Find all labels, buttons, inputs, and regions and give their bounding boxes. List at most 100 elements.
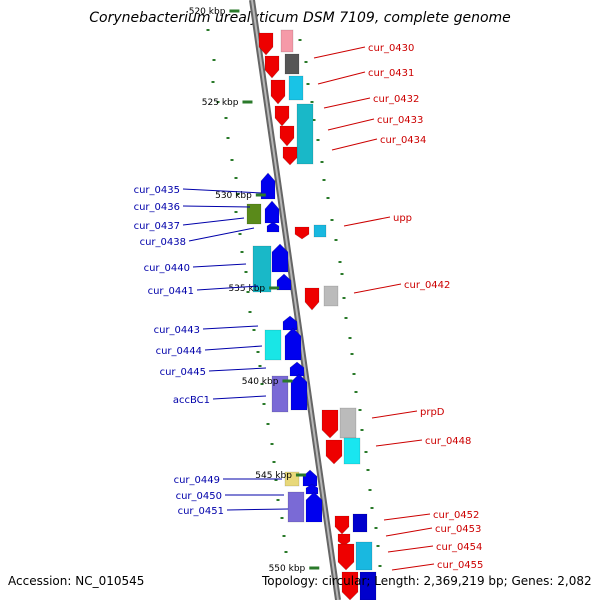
- map-title: Corynebacterium urealyticum DSM 7109, co…: [89, 10, 511, 26]
- gene-arrow-reverse: [264, 55, 280, 79]
- gc-dot: [340, 273, 344, 275]
- gene-label-text: cur_0441: [148, 286, 194, 297]
- gene-label-reverse: cur_0432: [323, 94, 419, 109]
- gene-arrow-reverse: [321, 409, 339, 439]
- gene-label-forward: cur_0436: [134, 202, 251, 213]
- gene-box-cyan: [313, 224, 327, 238]
- kbp-tick: 530 kbp: [215, 191, 266, 201]
- gene-label-reverse: cur_0448: [375, 436, 471, 447]
- gc-dot: [282, 535, 286, 537]
- gene-label-forward: cur_0438: [140, 227, 255, 248]
- gc-dot: [256, 351, 260, 353]
- gene-arrow-reverse: [294, 226, 310, 240]
- gene-box-gray: [284, 53, 300, 75]
- gene-label-text: cur_0448: [425, 436, 471, 447]
- gene-box-gray: [323, 285, 339, 307]
- gc-dot: [322, 179, 326, 181]
- kbp-tick: 535 kbp: [228, 284, 280, 294]
- kbp-tick: 550 kbp: [269, 564, 320, 574]
- gene-arrow-forward: [260, 172, 276, 200]
- gc-dot: [262, 403, 266, 405]
- gene-label-text: cur_0438: [140, 237, 186, 248]
- kbp-tick-label: 535 kbp: [228, 284, 265, 294]
- gene-arrow-forward: [284, 327, 302, 361]
- gc-dot: [206, 29, 210, 31]
- gc-dot: [224, 117, 228, 119]
- gene-label-forward: accBC1: [173, 395, 267, 406]
- gene-label-text: cur_0443: [154, 325, 200, 336]
- gc-dot: [246, 291, 250, 293]
- gene-label-forward: cur_0435: [134, 185, 263, 196]
- gene-label-text: accBC1: [173, 395, 210, 406]
- gc-dots: [206, 29, 382, 567]
- gc-dot: [368, 489, 372, 491]
- gene-label-text: cur_0442: [404, 280, 450, 291]
- gc-dot: [272, 461, 276, 463]
- gc-dot: [352, 373, 356, 375]
- topology-summary: Topology: circular; Length: 2,369,219 bp…: [262, 574, 592, 588]
- gc-dot: [348, 337, 352, 339]
- gene-label-forward: cur_0440: [144, 263, 247, 274]
- gene-arrow-reverse: [270, 79, 286, 105]
- gc-dot: [350, 353, 354, 355]
- gc-dot: [244, 271, 248, 273]
- gene-label-reverse: cur_0442: [353, 280, 450, 294]
- gene-features: [246, 29, 377, 600]
- gc-dot: [342, 297, 346, 299]
- gene-box-cyan: [343, 437, 361, 465]
- kbp-tick-label: 530 kbp: [215, 191, 252, 201]
- gene-label-forward: cur_0449: [174, 475, 282, 486]
- gc-dot: [230, 159, 234, 161]
- gc-dot: [364, 451, 368, 453]
- gene-label-forward: cur_0450: [176, 491, 284, 502]
- accession-text: Accession: NC_010545: [8, 574, 145, 588]
- gene-box-cyan: [296, 103, 314, 165]
- gc-dot: [304, 61, 308, 63]
- gene-arrow-forward: [282, 315, 298, 331]
- gene-label-forward: cur_0437: [134, 217, 245, 232]
- gene-label-text: cur_0432: [373, 94, 419, 105]
- gene-arrow-reverse: [304, 287, 320, 311]
- gene-box-rna: [280, 29, 294, 53]
- gene-arrow-forward: [305, 491, 323, 523]
- gene-label-text: cur_0455: [437, 560, 483, 571]
- gene-label-reverse: cur_0455: [391, 560, 483, 571]
- gc-dot: [338, 261, 342, 263]
- gene-arrow-reverse: [258, 32, 274, 56]
- gc-dot: [266, 423, 270, 425]
- gene-box-purple: [287, 491, 305, 523]
- gene-arrow-reverse: [282, 146, 298, 166]
- kbp-tick-label: 545 kbp: [255, 471, 292, 481]
- gc-dot: [252, 329, 256, 331]
- gene-label-text: cur_0437: [134, 221, 180, 232]
- gc-dot: [248, 311, 252, 313]
- gc-dot: [234, 211, 238, 213]
- kbp-tick-label: 520 kbp: [189, 7, 226, 17]
- gene-box-cyan: [288, 75, 304, 101]
- gene-box-yellow: [284, 471, 300, 487]
- gene-label-forward: cur_0445: [160, 367, 267, 378]
- gene-label-reverse: cur_0433: [327, 115, 423, 131]
- gc-dot: [334, 239, 338, 241]
- gc-dot: [366, 469, 370, 471]
- gc-dot: [354, 391, 358, 393]
- gene-label-reverse: cur_0454: [387, 542, 482, 553]
- gene-label-text: upp: [393, 213, 412, 224]
- kbp-tick: 520 kbp: [189, 7, 240, 17]
- gene-arrow-forward: [271, 243, 289, 273]
- gc-dot: [212, 59, 216, 61]
- gc-dot: [316, 139, 320, 141]
- gene-label-text: cur_0449: [174, 475, 220, 486]
- gc-dot: [240, 251, 244, 253]
- gene-box-olive: [246, 203, 262, 225]
- gene-arrow-reverse: [337, 533, 351, 547]
- gene-arrow-reverse: [279, 125, 295, 147]
- gene-label-text: cur_0450: [176, 491, 222, 502]
- gene-label-text: cur_0433: [377, 115, 423, 126]
- gc-dot: [234, 177, 238, 179]
- gene-box-purple: [271, 375, 289, 413]
- kbp-tick-label: 540 kbp: [242, 377, 279, 387]
- gene-label-text: prpD: [420, 407, 445, 418]
- gc-dot: [378, 565, 382, 567]
- kbp-ticks: 520 kbp 525 kbp 530 kbp 535 kbp 540 kbp 545 k…: [189, 7, 320, 574]
